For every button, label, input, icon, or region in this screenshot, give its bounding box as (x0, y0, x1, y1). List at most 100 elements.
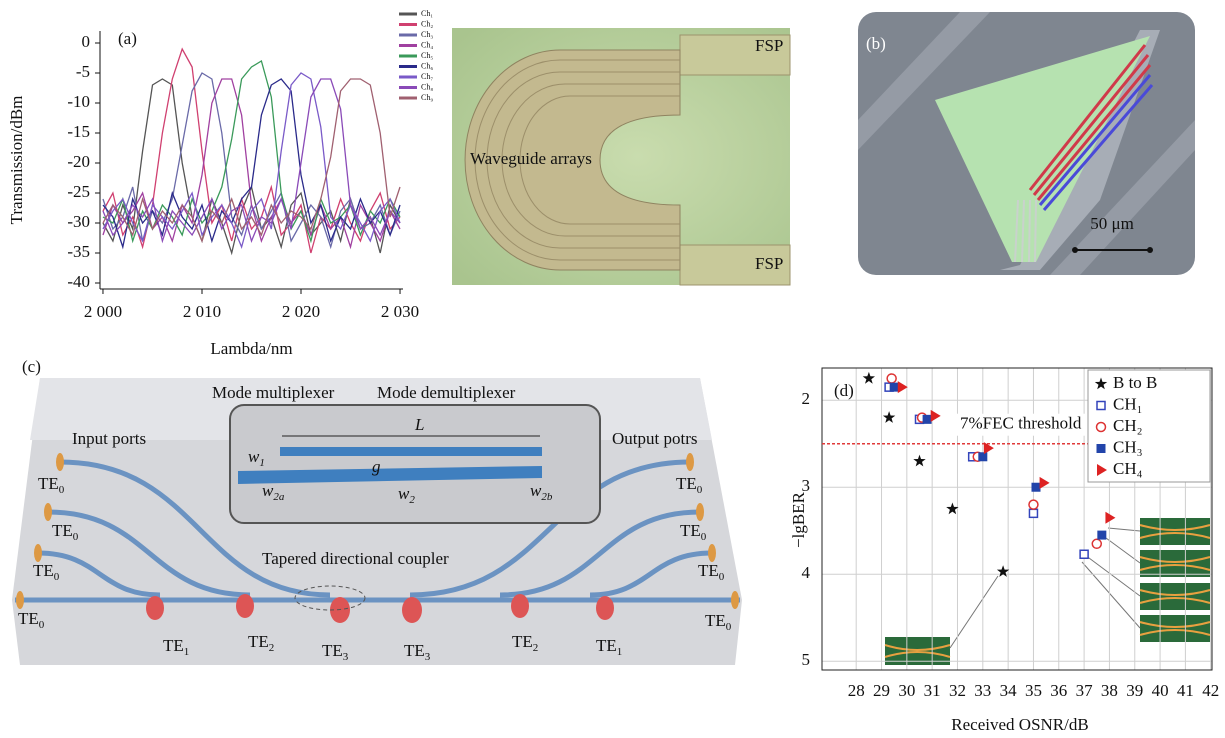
label-base: TE (596, 636, 617, 655)
sem-blue (1038, 74, 1154, 211)
fsp-box (679, 244, 791, 286)
label-sub: 0 (39, 619, 45, 631)
x-tick-label: 2 030 (381, 302, 419, 321)
y-tick-label: -30 (67, 212, 90, 231)
label-base: TE (680, 521, 701, 540)
input-guides (37, 459, 331, 598)
eye (1140, 550, 1210, 577)
legend-label: Ch₇ (421, 72, 433, 81)
legend-label: Ch₅ (421, 51, 433, 60)
legend-label: Ch₃ (421, 30, 433, 39)
sub-label: w2a (262, 481, 285, 503)
inset (229, 404, 601, 524)
label-base: w (530, 481, 542, 500)
scale-end (1147, 247, 1153, 253)
series-line (102, 78, 401, 250)
label-sub: 0 (701, 531, 707, 543)
y-tick-label: 5 (802, 650, 811, 669)
spot (596, 596, 614, 620)
label-base: w (398, 484, 410, 503)
fsp-box (679, 34, 791, 76)
label: (c) (22, 357, 41, 376)
eye (1140, 583, 1210, 610)
legend-marker (1094, 377, 1108, 390)
plot-frame (821, 367, 1213, 671)
sub-label: TE0 (52, 521, 79, 543)
point (1039, 476, 1050, 489)
point (862, 371, 875, 384)
point (1091, 538, 1103, 550)
panel-label: (b) (866, 34, 886, 53)
y-tick-label: -15 (67, 122, 90, 141)
label-sub: 3 (425, 651, 431, 663)
spot (708, 544, 716, 562)
label-base: TE (676, 474, 697, 493)
point (1079, 549, 1089, 559)
spot (56, 453, 64, 471)
sub-label: TE0 (705, 611, 732, 633)
annotation-bg (955, 413, 1115, 436)
waveguide-lines (474, 59, 680, 261)
y-axis-label: −lgBER (789, 491, 808, 548)
y-tick-label: -5 (76, 62, 90, 81)
sub-label: TE0 (676, 474, 703, 496)
x-tick-label: 2 000 (84, 302, 122, 321)
point (1028, 499, 1039, 510)
spot (16, 591, 24, 609)
x-tick-label: 39 (1126, 681, 1143, 700)
sub-label: TE0 (18, 609, 45, 631)
label-base: TE (705, 611, 726, 630)
micrograph (452, 28, 791, 286)
label-sub: 0 (54, 571, 60, 583)
inset-guide (280, 447, 542, 456)
x-tick-label: 36 (1050, 681, 1067, 700)
legend-label: Ch₆ (421, 61, 433, 70)
eye-diagrams (884, 518, 1211, 665)
label: L (414, 415, 424, 434)
label: FSP (755, 36, 783, 55)
label-base: TE (163, 636, 184, 655)
sub-label: TE1 (596, 636, 622, 658)
spot (511, 594, 529, 618)
eye-trace (884, 524, 1211, 658)
point (946, 502, 959, 515)
label-base: TE (512, 632, 533, 651)
panel-label: (a) (118, 29, 137, 48)
label-sub: 0 (59, 484, 65, 496)
legend-label: Ch₄ (421, 40, 433, 49)
legend-label: CH₂ (1113, 416, 1143, 435)
label: Mode multiplexer (212, 383, 335, 402)
spot (34, 544, 42, 562)
spot (146, 596, 164, 620)
point (882, 411, 896, 423)
point (913, 454, 926, 467)
sub-label: w2 (398, 484, 415, 506)
legend-label: Ch₂ (421, 19, 433, 28)
x-tick-label: 29 (873, 681, 890, 700)
label-base: TE (52, 521, 73, 540)
x-tick-label: 35 (1025, 681, 1042, 700)
x-tick-label: 28 (848, 681, 865, 700)
label: Waveguide arrays (470, 149, 592, 168)
sem-image (858, 12, 1195, 275)
point (1031, 482, 1041, 492)
y-tick-label: -35 (67, 242, 90, 261)
label-base: TE (18, 609, 39, 628)
waveguide-array (464, 49, 681, 271)
spot (731, 591, 739, 609)
legend-marker (1097, 464, 1107, 476)
point (1105, 511, 1116, 524)
y-tick-label: -25 (67, 182, 90, 201)
eye (1140, 615, 1210, 642)
coupler-outline (294, 585, 366, 611)
label-sub: 1 (617, 646, 623, 658)
label-sub: 2b (541, 491, 553, 503)
y-tick-label: -20 (67, 152, 90, 171)
point (978, 452, 988, 462)
x-axis-label: Lambda/nm (210, 339, 292, 358)
label-base: w (248, 447, 260, 466)
point (886, 373, 897, 384)
label-base: TE (38, 474, 59, 493)
legend-label: Ch₈ (421, 82, 433, 91)
